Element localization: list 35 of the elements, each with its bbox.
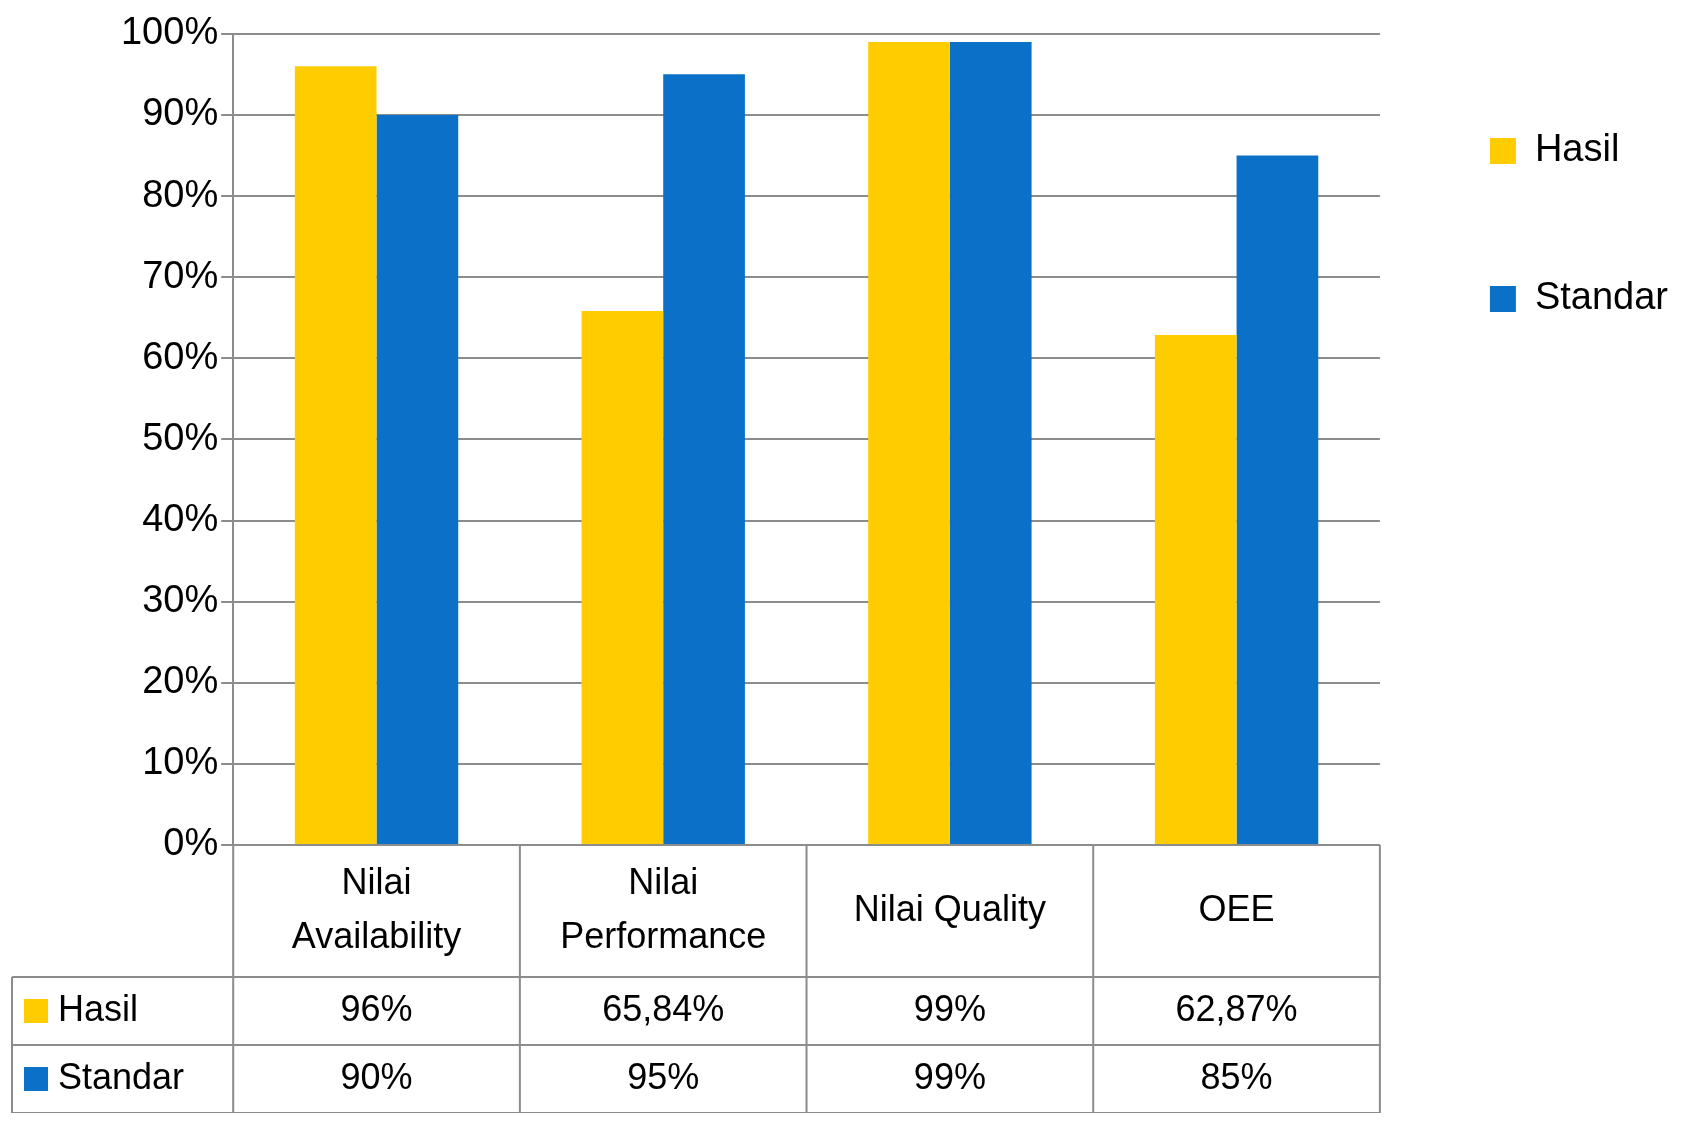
bar bbox=[1154, 335, 1237, 844]
data-label: 85% bbox=[1200, 1055, 1273, 1097]
x-tick-label: Nilai Performance bbox=[560, 860, 767, 956]
y-tick-label: 80% bbox=[142, 172, 219, 215]
data-label: 99% bbox=[913, 987, 986, 1029]
legend-label: Hasil bbox=[58, 987, 139, 1029]
bar bbox=[581, 310, 664, 844]
bar bbox=[1236, 155, 1319, 844]
bar bbox=[868, 41, 950, 844]
y-tick-label: 0% bbox=[163, 821, 219, 864]
data-label: 99% bbox=[913, 1055, 986, 1097]
bar bbox=[294, 66, 377, 844]
data-label: 62,87% bbox=[1175, 987, 1298, 1029]
x-tick-label: Nilai Availability bbox=[291, 860, 462, 956]
text: Standar bbox=[58, 1055, 185, 1097]
y-tick-label: 10% bbox=[142, 740, 219, 783]
y-tick-label: 100% bbox=[120, 10, 219, 53]
data-label: 90% bbox=[340, 1055, 413, 1097]
y-tick-label: 50% bbox=[142, 415, 219, 458]
x-tick-label: OEE bbox=[1198, 887, 1275, 929]
data-label: 65,84% bbox=[602, 987, 725, 1029]
bar bbox=[663, 74, 745, 844]
y-tick-label: 60% bbox=[142, 334, 219, 377]
y-tick-label: 20% bbox=[142, 659, 219, 702]
text: Hasil bbox=[1534, 127, 1620, 170]
y-tick-label: 70% bbox=[142, 253, 219, 296]
y-tick-label: 30% bbox=[142, 578, 219, 621]
y-tick-label: 90% bbox=[142, 91, 219, 134]
data-label: 96% bbox=[340, 987, 413, 1029]
bar bbox=[376, 114, 459, 844]
bar bbox=[949, 41, 1032, 844]
y-tick-label: 40% bbox=[142, 497, 219, 539]
data-label: 95% bbox=[627, 1055, 700, 1097]
x-tick-label: Nilai Quality bbox=[853, 887, 1046, 929]
legend-label: Standar bbox=[1534, 275, 1669, 318]
